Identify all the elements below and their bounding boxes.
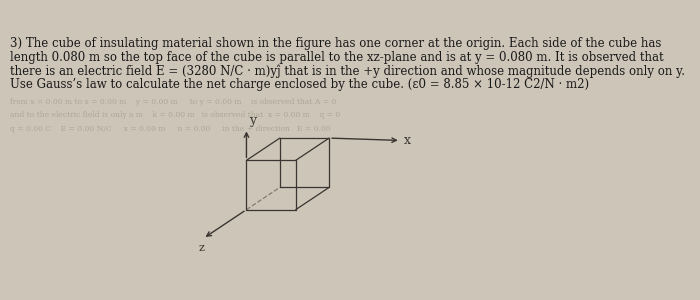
Text: y: y [248,114,256,127]
Text: length 0.080 m so the top face of the cube is parallel to the xz-plane and is at: length 0.080 m so the top face of the cu… [10,51,663,64]
Text: from x = 0.00 m to x = 0.00 m    y = 0.00 m     to y = 0.00 m    is observed tha: from x = 0.00 m to x = 0.00 m y = 0.00 m… [10,98,336,106]
Text: 3) The cube of insulating material shown in the figure has one corner at the ori: 3) The cube of insulating material shown… [10,37,661,50]
Text: there is an electric field E = (3280 N/C · m)yĵ that is in the +y direction and : there is an electric field E = (3280 N/C… [10,64,685,78]
Text: q = 0.00 C    E = 0.00 N/C     x = 0.00 m     n = 0.00     in the + direction   : q = 0.00 C E = 0.00 N/C x = 0.00 m n = 0… [10,124,330,133]
Text: and to the electric field is only a m    k = 0.00 m   is observed that  x = 0.00: and to the electric field is only a m k … [10,111,340,119]
Text: Use Gauss’s law to calculate the net charge enclosed by the cube. (ε0 = 8.85 × 1: Use Gauss’s law to calculate the net cha… [10,78,589,91]
Text: x: x [404,134,411,147]
Text: z: z [199,243,204,253]
